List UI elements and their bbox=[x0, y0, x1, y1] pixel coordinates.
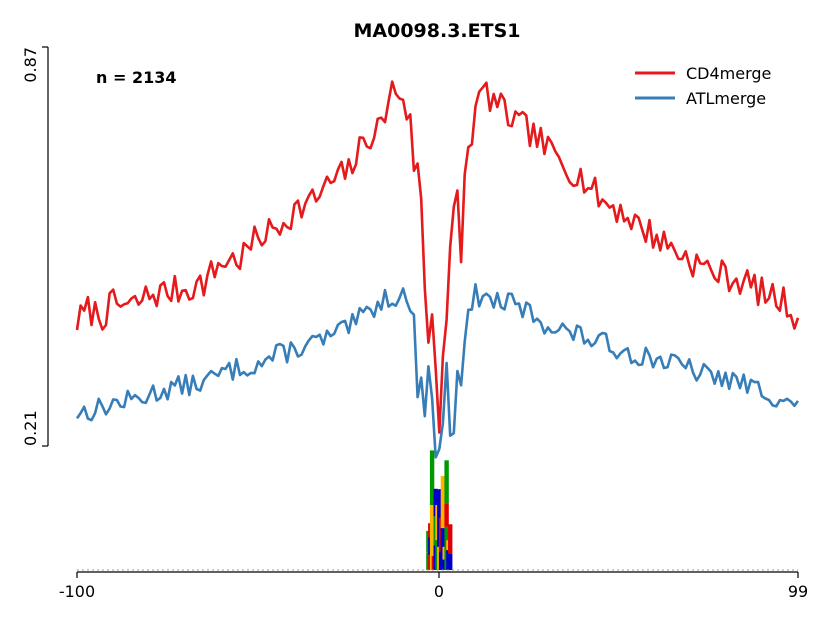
logo-glyph bbox=[429, 505, 435, 570]
x-axis: -100 0 99 bbox=[59, 571, 808, 601]
legend-item-atlmerge: ATLmerge bbox=[635, 89, 766, 108]
x-tick-label-center: 0 bbox=[434, 582, 444, 601]
legend-item-cd4merge: CD4merge bbox=[635, 64, 771, 83]
logo-glyph bbox=[433, 488, 438, 517]
logo-glyph bbox=[440, 476, 446, 529]
logo-glyph bbox=[444, 503, 449, 527]
n-annotation: n = 2134 bbox=[96, 68, 176, 87]
y-axis: 0.87 0.21 bbox=[21, 46, 49, 447]
series-line-atlmerge bbox=[75, 283, 800, 459]
motif-logo bbox=[77, 450, 798, 571]
legend-label-cd4merge: CD4merge bbox=[686, 64, 771, 83]
legend-label-atlmerge: ATLmerge bbox=[686, 89, 766, 108]
x-tick-label-right: 99 bbox=[788, 582, 808, 601]
logo-glyph bbox=[448, 553, 453, 570]
logo-glyph bbox=[444, 460, 449, 504]
logo-glyph bbox=[429, 450, 435, 505]
y-tick-label-bottom: 0.21 bbox=[21, 410, 40, 446]
x-tick-label-left: -100 bbox=[59, 582, 95, 601]
series-layer bbox=[75, 80, 800, 459]
series-line-cd4merge bbox=[75, 80, 800, 434]
legend: CD4merge ATLmerge bbox=[635, 64, 771, 108]
logo-glyph bbox=[448, 524, 453, 554]
y-tick-label-top: 0.87 bbox=[21, 47, 40, 83]
chart-title: MA0098.3.ETS1 bbox=[354, 20, 521, 42]
